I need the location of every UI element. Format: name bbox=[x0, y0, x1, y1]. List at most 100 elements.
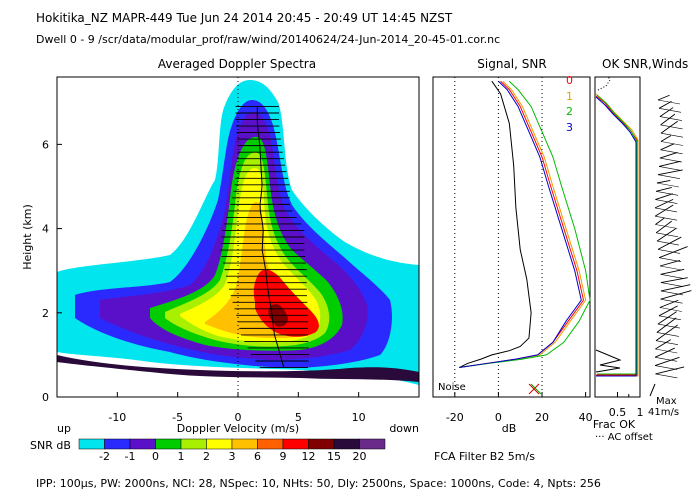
wind-barb bbox=[660, 135, 672, 142]
spectra-ytick-label: 2 bbox=[42, 307, 49, 320]
wind-barb bbox=[657, 169, 683, 176]
wind-barb bbox=[654, 215, 678, 221]
spectra-xtick-label: 5 bbox=[295, 411, 302, 424]
wind-barb bbox=[660, 132, 684, 138]
wind-barbs bbox=[654, 94, 692, 379]
wind-barb bbox=[658, 160, 681, 167]
wind-barb bbox=[655, 348, 678, 354]
spectra-ytick-label: 0 bbox=[42, 391, 49, 404]
spectra-xtick-label: -5 bbox=[172, 411, 183, 424]
wind-barb bbox=[659, 107, 674, 117]
spectra-axes: -10 -5 0 5 10 0 2 4 6 bbox=[42, 138, 366, 424]
header-title: Hokitika_NZ MAPR-449 Tue Jun 24 2014 20:… bbox=[36, 11, 453, 25]
snr-title: Signal, SNR bbox=[477, 57, 546, 71]
noise-label: Noise bbox=[438, 382, 466, 393]
snr-series bbox=[458, 80, 591, 369]
wind-barb bbox=[658, 108, 682, 113]
wind-barb bbox=[656, 179, 671, 184]
wind-barb bbox=[660, 282, 684, 287]
snr-xtick-label: 20 bbox=[535, 411, 549, 424]
colorbar-swatch bbox=[104, 438, 131, 450]
wind-barb bbox=[656, 240, 680, 246]
wind-barb bbox=[658, 315, 682, 321]
winds-xtick-label: 0.5 bbox=[609, 406, 627, 419]
spectra-xlabel: Doppler Velocity (m/s) bbox=[177, 422, 299, 435]
colorbar-tick-label: 2 bbox=[203, 450, 210, 463]
spectra-ytick-label: 6 bbox=[42, 138, 49, 151]
snr-axes: -20 0 20 40 bbox=[446, 392, 593, 424]
wind-barb bbox=[656, 182, 680, 188]
spectra-xtick-label: 10 bbox=[352, 411, 366, 424]
wind-barb bbox=[654, 198, 674, 209]
ac-offset-text: AC offset bbox=[608, 432, 653, 443]
colorbar-swatch bbox=[257, 438, 284, 450]
max-label: Max bbox=[656, 396, 677, 407]
snr-xtick-label: -20 bbox=[446, 411, 464, 424]
ac-offset-dots bbox=[597, 75, 611, 91]
wind-barb bbox=[654, 347, 675, 358]
wind-barb bbox=[656, 332, 679, 337]
spectra-xtick-label: -10 bbox=[108, 411, 126, 424]
wind-barb bbox=[657, 323, 680, 329]
wind-barb bbox=[655, 366, 685, 375]
colorbar-swatch bbox=[206, 438, 233, 450]
wind-barb bbox=[660, 284, 691, 292]
wind-barb bbox=[655, 193, 673, 201]
down-label: down bbox=[389, 422, 419, 435]
legend-3: 3 bbox=[566, 121, 573, 134]
colorbar-tick-label: -1 bbox=[125, 450, 136, 463]
snr-series-2 bbox=[459, 80, 591, 369]
spectra-ytick-label: 4 bbox=[42, 223, 49, 236]
legend-2: 2 bbox=[566, 105, 573, 118]
wind-barb bbox=[655, 224, 678, 229]
header-path: Dwell 0 - 9 /scr/data/modular_prof/raw/w… bbox=[36, 33, 501, 46]
colorbar-swatch bbox=[333, 438, 360, 450]
wind-barb bbox=[654, 356, 680, 367]
spectra-heatmap bbox=[57, 80, 419, 385]
mean-velocity-profile bbox=[256, 106, 285, 368]
wind-barb bbox=[659, 299, 679, 308]
wind-barb bbox=[660, 268, 685, 275]
colorbar-tick-label: 6 bbox=[254, 450, 261, 463]
up-label: up bbox=[57, 422, 71, 435]
max-value: 41m/s bbox=[648, 407, 679, 418]
colorbar-tick-label: 20 bbox=[353, 450, 367, 463]
snr-series-3 bbox=[459, 80, 582, 369]
legend-1: 1 bbox=[566, 90, 573, 103]
snr-series-noise bbox=[458, 80, 532, 368]
wind-barb bbox=[655, 187, 672, 192]
colorbar: SNR dB -2 -1 0 1 2 3 6 9 12 15 20 bbox=[30, 438, 386, 463]
snr-band-red bbox=[253, 269, 319, 337]
colorbar-tick-label: 9 bbox=[280, 450, 287, 463]
wind-barb bbox=[660, 143, 675, 151]
colorbar-swatch bbox=[155, 438, 182, 450]
wind-barb bbox=[660, 298, 683, 304]
wind-barb bbox=[660, 113, 676, 126]
wind-barb bbox=[655, 373, 678, 379]
snr-band-dark bbox=[57, 355, 419, 382]
wind-barb bbox=[660, 124, 683, 130]
wind-barb bbox=[660, 290, 683, 296]
winds-axes: 0.5 1 bbox=[609, 392, 644, 419]
wind-barb bbox=[656, 317, 677, 333]
wind-barb bbox=[655, 217, 665, 225]
winds-xtick-label: 1 bbox=[637, 406, 644, 419]
wind-barb bbox=[655, 220, 672, 234]
wind-barb bbox=[659, 259, 681, 267]
colorbar-tick-label: 15 bbox=[327, 450, 341, 463]
colorbar-label: SNR dB bbox=[30, 439, 71, 452]
wind-barb bbox=[655, 191, 679, 196]
wind-barb bbox=[655, 324, 678, 342]
wind-barb bbox=[659, 265, 683, 271]
wind-barb bbox=[658, 166, 682, 171]
winds-sublabel: ··· AC offset bbox=[595, 432, 653, 443]
wind-barb bbox=[654, 204, 674, 217]
ac-dots-glyph: ··· bbox=[595, 432, 605, 443]
colorbar-swatch bbox=[231, 438, 258, 450]
wind-barb bbox=[657, 249, 681, 254]
winds-title: OK SNR,Winds bbox=[602, 57, 688, 71]
wind-barb bbox=[660, 141, 684, 146]
winds-xlabel: Frac OK bbox=[593, 418, 636, 431]
spectra-ylabel: Height (km) bbox=[21, 204, 34, 270]
